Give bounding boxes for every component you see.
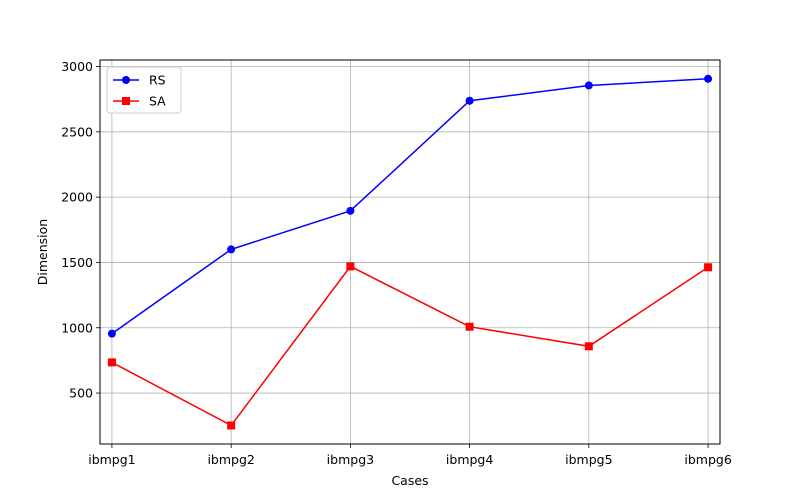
y-tick-label: 3000	[61, 59, 93, 74]
x-tick-label: ibmpg4	[446, 452, 493, 467]
y-axis-label: Dimension	[35, 219, 50, 285]
legend-item-sa: SA	[113, 94, 166, 109]
data-point-sa	[584, 342, 593, 351]
data-point-rs	[465, 96, 474, 105]
grid	[100, 60, 720, 444]
x-axis-label: Cases	[391, 473, 428, 488]
legend-marker	[122, 76, 130, 84]
y-tick-label: 1500	[61, 255, 93, 270]
data-point-rs	[227, 245, 236, 254]
y-tick-label: 2500	[61, 124, 93, 139]
data-point-sa	[704, 263, 713, 272]
data-point-rs	[584, 81, 593, 90]
x-tick-label: ibmpg6	[684, 452, 731, 467]
y-tick-label: 2000	[61, 190, 93, 205]
legend-label: SA	[149, 94, 166, 109]
y-tick-label: 500	[69, 386, 93, 401]
data-point-sa	[107, 358, 116, 367]
x-tick-label: ibmpg2	[207, 452, 254, 467]
legend: RS SA	[106, 66, 182, 114]
data-point-sa	[346, 262, 355, 271]
x-tick-label: ibmpg1	[88, 452, 135, 467]
x-axis-ticks: ibmpg1 ibmpg2 ibmpg3 ibmpg4 ibmpg5 ibmpg6	[88, 444, 732, 467]
plot-area-frame	[99, 59, 721, 445]
x-tick-label: ibmpg3	[327, 452, 374, 467]
legend-box	[106, 66, 182, 114]
legend-marker	[122, 97, 130, 105]
data-point-sa	[465, 322, 474, 331]
data-point-rs	[704, 74, 713, 83]
data-point-sa	[227, 421, 236, 430]
series-line-sa	[111, 265, 709, 427]
series-sa	[107, 262, 713, 430]
series-line-rs	[111, 78, 709, 335]
x-tick-label: ibmpg5	[565, 452, 612, 467]
y-tick-label: 1000	[61, 320, 93, 335]
legend-label: RS	[149, 73, 166, 88]
series-layer	[107, 74, 713, 430]
data-point-rs	[107, 329, 116, 338]
legend-item-rs: RS	[113, 73, 166, 88]
series-rs	[107, 74, 713, 338]
y-axis-ticks: 500 1000 1500 2000 2500 3000	[61, 59, 100, 401]
data-point-rs	[346, 206, 355, 215]
